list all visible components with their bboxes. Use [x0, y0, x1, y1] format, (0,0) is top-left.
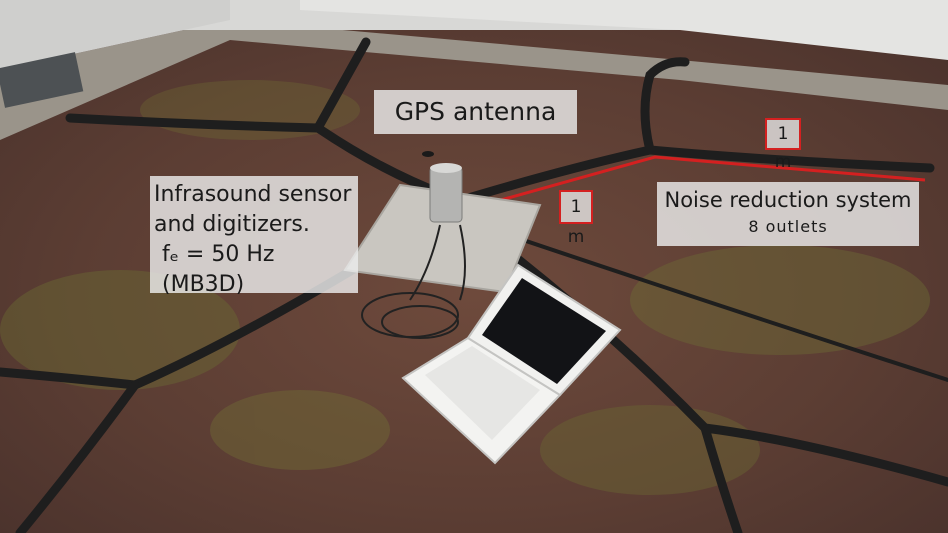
infrasound-label-line3: fₑ = 50 Hz (MB3D) — [162, 242, 275, 297]
sensor-cables — [361, 224, 466, 339]
noise-reduction-label: Noise reduction system 8 outlets — [657, 182, 919, 246]
roof-edge — [0, 52, 84, 108]
laptop-keyboard — [425, 346, 540, 440]
infrasound-sensor — [429, 166, 463, 223]
distance-label-lower: 1 m — [559, 190, 593, 247]
gravel-border — [0, 20, 948, 140]
railing-right — [300, 0, 948, 60]
gps-antenna-label: GPS antenna — [374, 90, 577, 134]
sensor-cap — [430, 163, 462, 173]
concrete-slab — [343, 183, 542, 294]
gps-antenna — [422, 151, 434, 157]
infrasound-sensor-label: Infrasound sensor and digitizers. fₑ = 5… — [150, 176, 358, 297]
noise-label-line2: 8 outlets — [748, 217, 828, 236]
laptop-screen — [482, 278, 606, 384]
distance-marker-line — [464, 155, 926, 212]
infrasound-label-line2: and digitizers. — [154, 212, 310, 237]
railing-left — [0, 0, 230, 70]
infrasound-label-line1: Infrasound sensor — [154, 182, 352, 207]
noise-label-line1: Noise reduction system — [664, 188, 912, 212]
distance-label-upper: 1 m — [765, 118, 801, 172]
